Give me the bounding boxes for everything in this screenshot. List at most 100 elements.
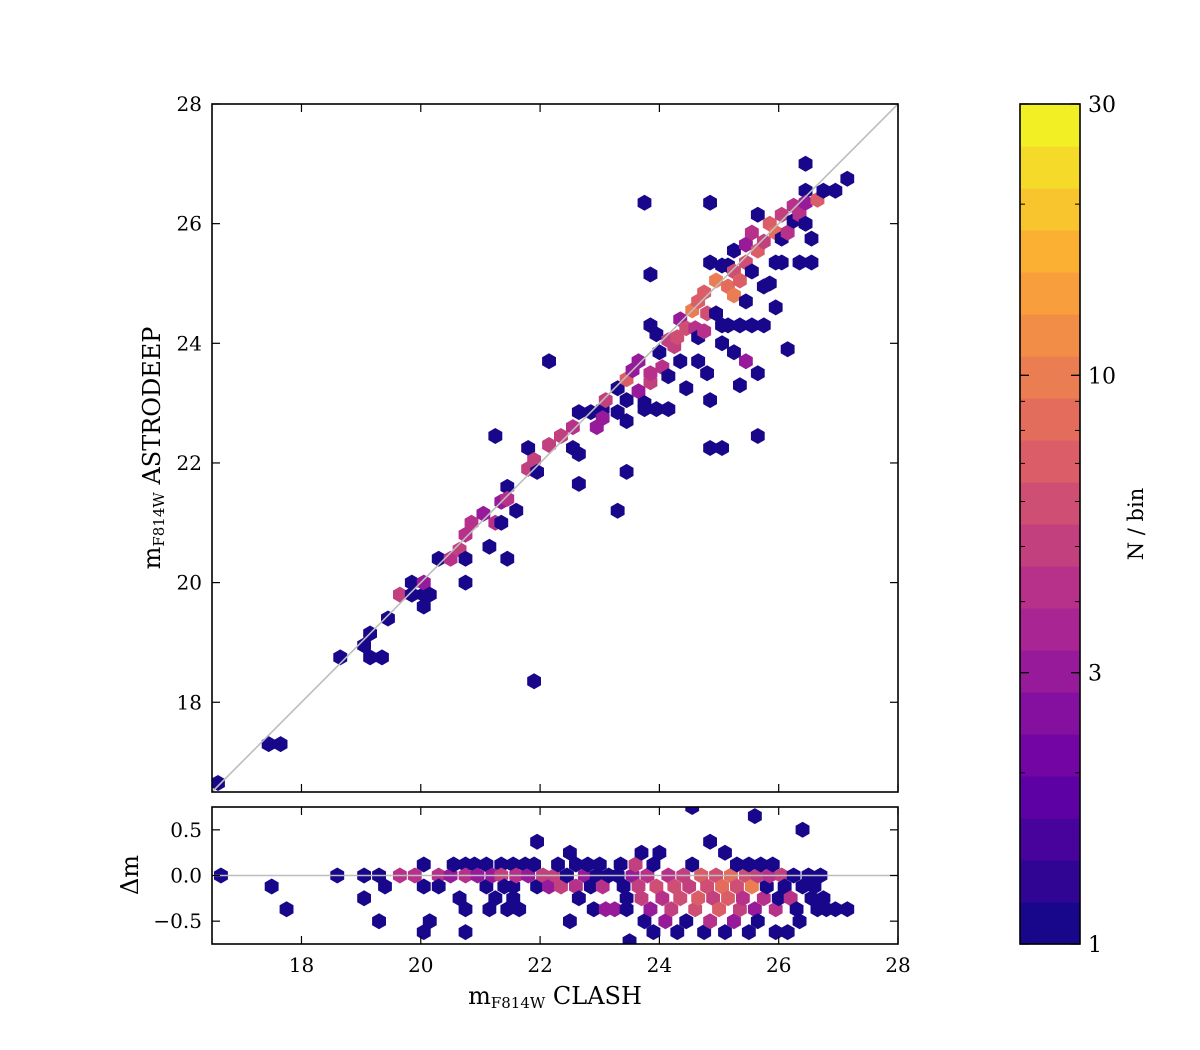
- hex-bin: [646, 924, 661, 941]
- colorbar-band: [1020, 776, 1080, 819]
- hex-bin: [655, 890, 670, 907]
- hex-bin: [443, 550, 458, 567]
- hex-bin: [619, 890, 634, 907]
- hex-bin: [357, 890, 371, 907]
- y-tick-label: −0.5: [153, 909, 202, 933]
- residual-panel: 18 20 22 24 26 28 0.5 0.0 −0.5 Δm mF814W CLASH: [116, 806, 911, 1012]
- hex-bin: [476, 505, 491, 522]
- hex-bin: [628, 856, 643, 873]
- hex-bin: [506, 890, 521, 907]
- hex-bin: [279, 901, 294, 918]
- hex-bin: [679, 380, 694, 397]
- hex-bin: [777, 878, 792, 895]
- hex-bin: [563, 913, 577, 930]
- hex-bin: [744, 317, 759, 334]
- hex-bin: [488, 890, 503, 907]
- hex-bin: [631, 353, 646, 370]
- hex-bin: [458, 574, 473, 591]
- hex-bin: [264, 878, 279, 895]
- hex-bin: [416, 856, 431, 873]
- hex-bin: [569, 878, 583, 895]
- hex-bin: [571, 446, 586, 462]
- hex-bin: [363, 649, 377, 666]
- hex-bin: [212, 775, 225, 791]
- colorbar-band: [1020, 356, 1080, 399]
- y-tick-label: 26: [177, 212, 202, 236]
- hex-bin: [652, 844, 667, 861]
- hex-bin: [458, 924, 473, 941]
- colorbar-band: [1020, 440, 1080, 483]
- hex-bin: [750, 913, 765, 930]
- hex-bin: [756, 233, 771, 250]
- hex-bin: [393, 586, 407, 603]
- hex-bin: [727, 344, 741, 361]
- main-ticks: 18 20 22 24 26 28: [177, 92, 899, 792]
- hex-bin: [566, 419, 580, 436]
- hex-bin: [500, 550, 515, 567]
- hex-bin: [718, 844, 732, 861]
- hex-bin: [667, 878, 682, 895]
- colorbar-band: [1020, 146, 1080, 189]
- colorbar-band: [1020, 650, 1080, 693]
- x-tick-label: 20: [408, 953, 433, 977]
- x-tick-label: 24: [647, 953, 672, 977]
- hex-bin: [798, 194, 813, 211]
- hex-bin: [527, 856, 541, 873]
- hex-bin: [670, 924, 685, 941]
- hex-bin: [479, 856, 494, 873]
- hex-bin: [685, 807, 700, 815]
- hex-bin: [571, 404, 586, 421]
- hex-bin: [646, 856, 661, 873]
- hex-bin: [527, 452, 541, 468]
- hex-bin: [733, 377, 747, 394]
- hex-bin: [637, 194, 652, 211]
- x-tick-label: 22: [527, 953, 552, 977]
- hex-bin: [464, 514, 479, 531]
- hex-bin: [494, 856, 509, 873]
- hex-bin: [521, 440, 536, 456]
- main-y-axis-label: mF814W ASTRODEEP: [138, 327, 168, 570]
- hex-bin: [733, 272, 747, 289]
- hex-bin: [542, 353, 556, 370]
- hex-bin: [643, 365, 658, 382]
- main-frame: [211, 103, 899, 793]
- residual-y-axis-label: Δm: [116, 855, 144, 895]
- hex-bin: [679, 913, 694, 930]
- hex-bin: [649, 878, 664, 895]
- hex-bin: [739, 353, 753, 370]
- hex-bin: [643, 266, 658, 283]
- hex-bin: [261, 736, 276, 753]
- y-tick-label: 22: [177, 451, 202, 475]
- hex-bin: [494, 514, 509, 531]
- hex-bin: [500, 478, 515, 495]
- hex-bin: [422, 913, 437, 930]
- residual-frame: [211, 806, 899, 945]
- hex-bin: [789, 901, 804, 918]
- hex-bin: [542, 878, 556, 895]
- hex-bin: [563, 844, 577, 861]
- hex-bin: [739, 236, 753, 253]
- hex-bin: [730, 878, 744, 895]
- hex-bin: [622, 933, 637, 944]
- hex-bin: [500, 901, 515, 918]
- hex-bin: [744, 878, 759, 895]
- hex-bin: [715, 335, 729, 352]
- hex-bin: [715, 878, 729, 895]
- hex-bin: [616, 878, 631, 895]
- hex-bin: [706, 890, 720, 907]
- hex-bin: [747, 901, 762, 918]
- hex-bin: [610, 380, 625, 397]
- y-tick-label: 18: [177, 690, 202, 714]
- identity-line: [211, 103, 899, 793]
- hex-bin: [741, 924, 756, 941]
- colorbar-label: N / bin: [1124, 488, 1148, 561]
- hex-bin: [619, 392, 634, 409]
- hex-bin: [700, 878, 714, 895]
- hex-bin: [273, 736, 288, 753]
- colorbar-band: [1020, 818, 1080, 861]
- hex-bin: [452, 890, 467, 907]
- x-axis-label: mF814W CLASH: [468, 982, 642, 1012]
- hex-bin: [736, 890, 750, 907]
- hex-bin: [807, 878, 822, 895]
- hex-bin: [798, 215, 813, 232]
